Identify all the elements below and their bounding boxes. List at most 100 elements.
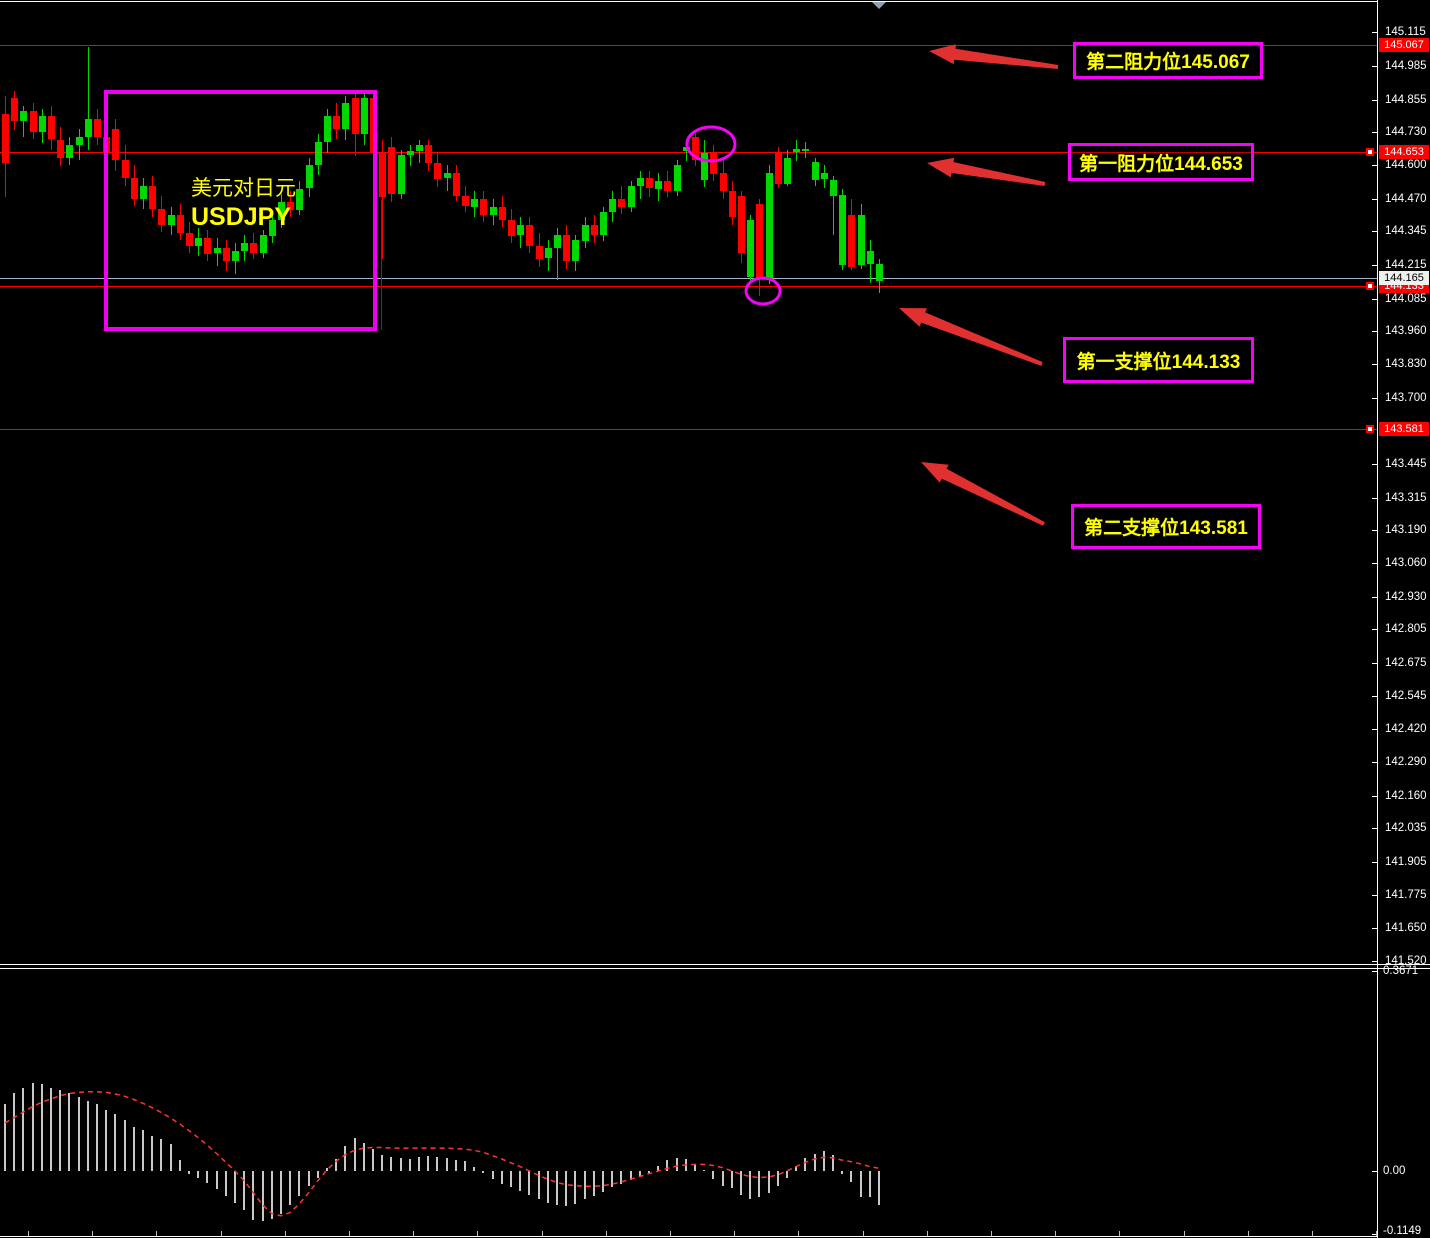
price-axis-tick bbox=[1372, 796, 1377, 797]
histogram-bar bbox=[703, 1170, 705, 1171]
histogram-bar bbox=[574, 1171, 576, 1204]
candlestick bbox=[57, 140, 64, 158]
candle-wick bbox=[23, 106, 24, 137]
sr-label-box[interactable]: 第一支撑位144.133 bbox=[1063, 337, 1254, 383]
line-select-marker[interactable] bbox=[1366, 282, 1374, 290]
candlestick bbox=[646, 178, 653, 188]
candlestick bbox=[471, 199, 478, 207]
candlestick bbox=[563, 235, 570, 261]
panel-separator-line[interactable] bbox=[0, 968, 1430, 969]
candlestick bbox=[609, 199, 616, 212]
histogram-bar bbox=[795, 1166, 797, 1171]
histogram-bar bbox=[206, 1171, 208, 1183]
histogram-bar bbox=[390, 1157, 392, 1171]
price-axis-label: 143.190 bbox=[1385, 524, 1427, 536]
histogram-bar bbox=[446, 1158, 448, 1171]
candlestick bbox=[260, 235, 267, 253]
price-axis-label: 143.700 bbox=[1385, 392, 1427, 404]
candlestick bbox=[545, 248, 552, 258]
indicator-panel[interactable] bbox=[0, 970, 1377, 1238]
histogram-bar bbox=[482, 1171, 484, 1173]
price-axis-label: 144.345 bbox=[1385, 225, 1427, 237]
candlestick bbox=[830, 180, 837, 196]
candlestick bbox=[793, 149, 800, 152]
candlestick bbox=[306, 165, 313, 188]
time-axis-tick bbox=[1055, 1231, 1056, 1236]
histogram-bar bbox=[823, 1151, 825, 1171]
line-select-marker[interactable] bbox=[1366, 148, 1374, 156]
candlestick bbox=[333, 116, 340, 129]
indicator-axis-label: 0.00 bbox=[1383, 1165, 1406, 1177]
sr-label-box[interactable]: 第二阻力位145.067 bbox=[1073, 42, 1263, 79]
histogram-bar bbox=[611, 1171, 613, 1187]
candlestick bbox=[195, 238, 202, 246]
sr-label-box[interactable]: 第二支撑位143.581 bbox=[1071, 504, 1261, 549]
price-axis[interactable]: 145.115 144.985 144.855 144.730 144.600 144.4… bbox=[1378, 0, 1430, 1238]
candlestick bbox=[756, 204, 763, 279]
histogram-bar bbox=[455, 1160, 457, 1171]
price-axis-tick bbox=[1372, 32, 1377, 33]
histogram-bar bbox=[648, 1171, 650, 1173]
price-axis-label: 144.730 bbox=[1385, 126, 1427, 138]
price-axis-tick bbox=[1372, 364, 1377, 365]
level-line-resistance2 bbox=[0, 45, 1377, 46]
histogram-bar bbox=[308, 1171, 310, 1186]
time-axis-line[interactable] bbox=[0, 1236, 1377, 1237]
candlestick bbox=[462, 196, 469, 206]
histogram-bar bbox=[666, 1160, 668, 1171]
time-axis-tick bbox=[798, 1231, 799, 1236]
histogram-bar bbox=[740, 1171, 742, 1195]
histogram-bar bbox=[4, 1104, 6, 1171]
candlestick bbox=[315, 142, 322, 165]
candlestick bbox=[241, 243, 248, 251]
price-axis-tick bbox=[1372, 729, 1377, 730]
price-axis-tick bbox=[1372, 498, 1377, 499]
histogram-bar bbox=[317, 1171, 319, 1178]
chart-scroll-marker-icon[interactable] bbox=[872, 2, 886, 9]
candlestick bbox=[352, 98, 359, 134]
vertical-line-marker bbox=[381, 200, 382, 330]
histogram-bar bbox=[59, 1090, 61, 1171]
symbol-name-cn: 美元对日元 bbox=[191, 177, 296, 200]
line-select-marker[interactable] bbox=[1366, 425, 1374, 433]
histogram-bar bbox=[354, 1138, 356, 1171]
price-axis-label: 142.805 bbox=[1385, 623, 1427, 635]
candlestick bbox=[140, 186, 147, 199]
candlestick bbox=[710, 153, 717, 174]
indicator-axis-tick bbox=[1372, 971, 1377, 972]
indicator-axis-tick bbox=[1372, 1234, 1377, 1235]
price-axis-label: 141.775 bbox=[1385, 889, 1427, 901]
histogram-bar bbox=[344, 1146, 346, 1171]
price-axis-label: 142.930 bbox=[1385, 591, 1427, 603]
panel-separator-line[interactable] bbox=[0, 964, 1430, 965]
candlestick bbox=[158, 209, 165, 225]
histogram-bar bbox=[78, 1097, 80, 1171]
price-axis-tick bbox=[1372, 563, 1377, 564]
price-axis-tick bbox=[1372, 597, 1377, 598]
candlestick bbox=[554, 235, 561, 248]
candlestick bbox=[729, 191, 736, 217]
candlestick bbox=[30, 111, 37, 132]
price-axis-label: 141.650 bbox=[1385, 922, 1427, 934]
histogram-bar bbox=[731, 1171, 733, 1188]
candlestick bbox=[361, 98, 368, 134]
candlestick bbox=[214, 248, 221, 253]
price-axis-label: 142.160 bbox=[1385, 790, 1427, 802]
price-axis-tick bbox=[1372, 231, 1377, 232]
histogram-bar bbox=[280, 1171, 282, 1214]
time-axis-tick bbox=[670, 1231, 671, 1236]
histogram-bar bbox=[381, 1155, 383, 1171]
time-axis-tick bbox=[349, 1231, 350, 1236]
price-axis-tick bbox=[1372, 928, 1377, 929]
candlestick bbox=[444, 173, 451, 178]
histogram-bar bbox=[225, 1171, 227, 1196]
histogram-bar bbox=[363, 1143, 365, 1171]
current-price-badge: 144.165 bbox=[1379, 271, 1429, 285]
sr-label-box[interactable]: 第一阻力位144.653 bbox=[1068, 143, 1254, 181]
price-axis-label: 142.675 bbox=[1385, 657, 1427, 669]
time-axis-tick bbox=[863, 1231, 864, 1236]
histogram-bar bbox=[630, 1171, 632, 1180]
candlestick bbox=[398, 155, 405, 194]
histogram-bar bbox=[841, 1171, 843, 1174]
